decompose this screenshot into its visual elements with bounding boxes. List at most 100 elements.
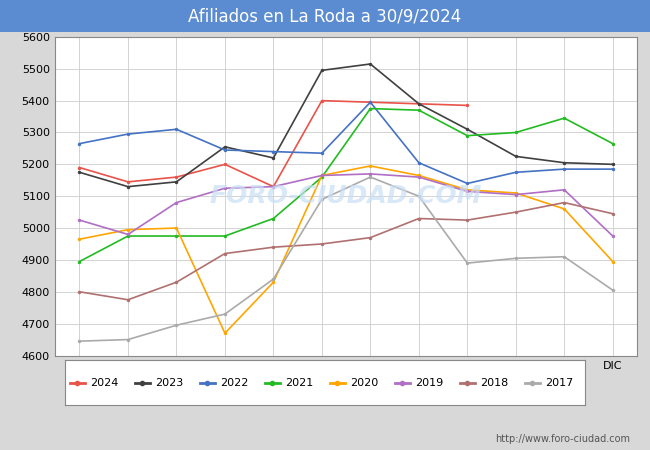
2022 [172,126,180,132]
2020 [172,225,180,231]
2023 [367,61,374,67]
2022 [463,181,471,186]
2022 [609,166,617,172]
2017 [560,254,568,260]
2019 [124,232,132,237]
Text: 2020: 2020 [350,378,378,387]
2020 [75,237,83,242]
2017 [512,256,520,261]
Text: 2019: 2019 [415,378,443,387]
2017 [318,197,326,202]
2021 [221,233,229,238]
2022 [318,150,326,156]
2018 [512,209,520,215]
2018 [463,217,471,223]
2017 [367,175,374,180]
2024 [270,184,278,189]
2018 [318,241,326,247]
2023 [609,162,617,167]
2024 [415,101,422,107]
Text: 2021: 2021 [285,378,313,387]
2024 [172,175,180,180]
2020 [221,330,229,336]
2019 [415,175,422,180]
2018 [560,200,568,205]
2023 [318,68,326,73]
2022 [75,141,83,146]
Line: 2022: 2022 [78,100,614,185]
2019 [463,189,471,194]
2022 [124,131,132,137]
2019 [75,217,83,223]
2024 [221,162,229,167]
2017 [124,337,132,342]
Text: 2022: 2022 [220,378,248,387]
2018 [270,244,278,250]
2021 [124,233,132,238]
2017 [609,288,617,293]
2019 [609,233,617,238]
2020 [463,187,471,193]
2023 [415,101,422,107]
2023 [221,144,229,149]
Line: 2018: 2018 [78,201,614,302]
2024 [367,99,374,105]
2022 [221,147,229,153]
Text: FORO-CIUDAD.COM: FORO-CIUDAD.COM [210,184,482,208]
2018 [75,289,83,294]
2021 [512,130,520,135]
Line: 2017: 2017 [78,176,614,343]
2018 [124,297,132,302]
2017 [221,311,229,317]
2024 [75,165,83,170]
2017 [463,261,471,266]
2021 [75,259,83,264]
2023 [270,155,278,161]
2019 [172,200,180,205]
Text: Afiliados en La Roda a 30/9/2024: Afiliados en La Roda a 30/9/2024 [188,7,462,25]
2019 [560,187,568,193]
Line: 2019: 2019 [78,172,614,238]
Text: http://www.foro-ciudad.com: http://www.foro-ciudad.com [495,434,630,444]
2021 [560,116,568,121]
2024 [124,179,132,184]
2023 [560,160,568,166]
2021 [172,233,180,238]
2023 [75,170,83,175]
2019 [270,184,278,189]
2021 [609,141,617,146]
2021 [318,175,326,180]
2022 [415,160,422,166]
2021 [367,106,374,111]
2017 [75,338,83,344]
2021 [270,216,278,221]
Line: 2023: 2023 [78,62,614,189]
2020 [270,279,278,285]
2020 [609,259,617,264]
2022 [367,99,374,105]
2017 [270,276,278,282]
2019 [512,192,520,197]
2022 [560,166,568,172]
2017 [172,323,180,328]
2018 [609,211,617,216]
Line: 2024: 2024 [78,99,469,189]
2019 [318,173,326,178]
2020 [512,190,520,196]
2018 [367,235,374,240]
2023 [172,179,180,184]
2023 [463,126,471,132]
2018 [221,251,229,256]
2019 [221,185,229,191]
2024 [463,103,471,108]
2022 [512,170,520,175]
2021 [415,108,422,113]
2019 [367,171,374,176]
Line: 2020: 2020 [78,164,614,335]
2020 [318,173,326,178]
2020 [367,163,374,169]
Line: 2021: 2021 [78,107,614,263]
2024 [318,98,326,104]
2020 [415,173,422,178]
2021 [463,133,471,138]
